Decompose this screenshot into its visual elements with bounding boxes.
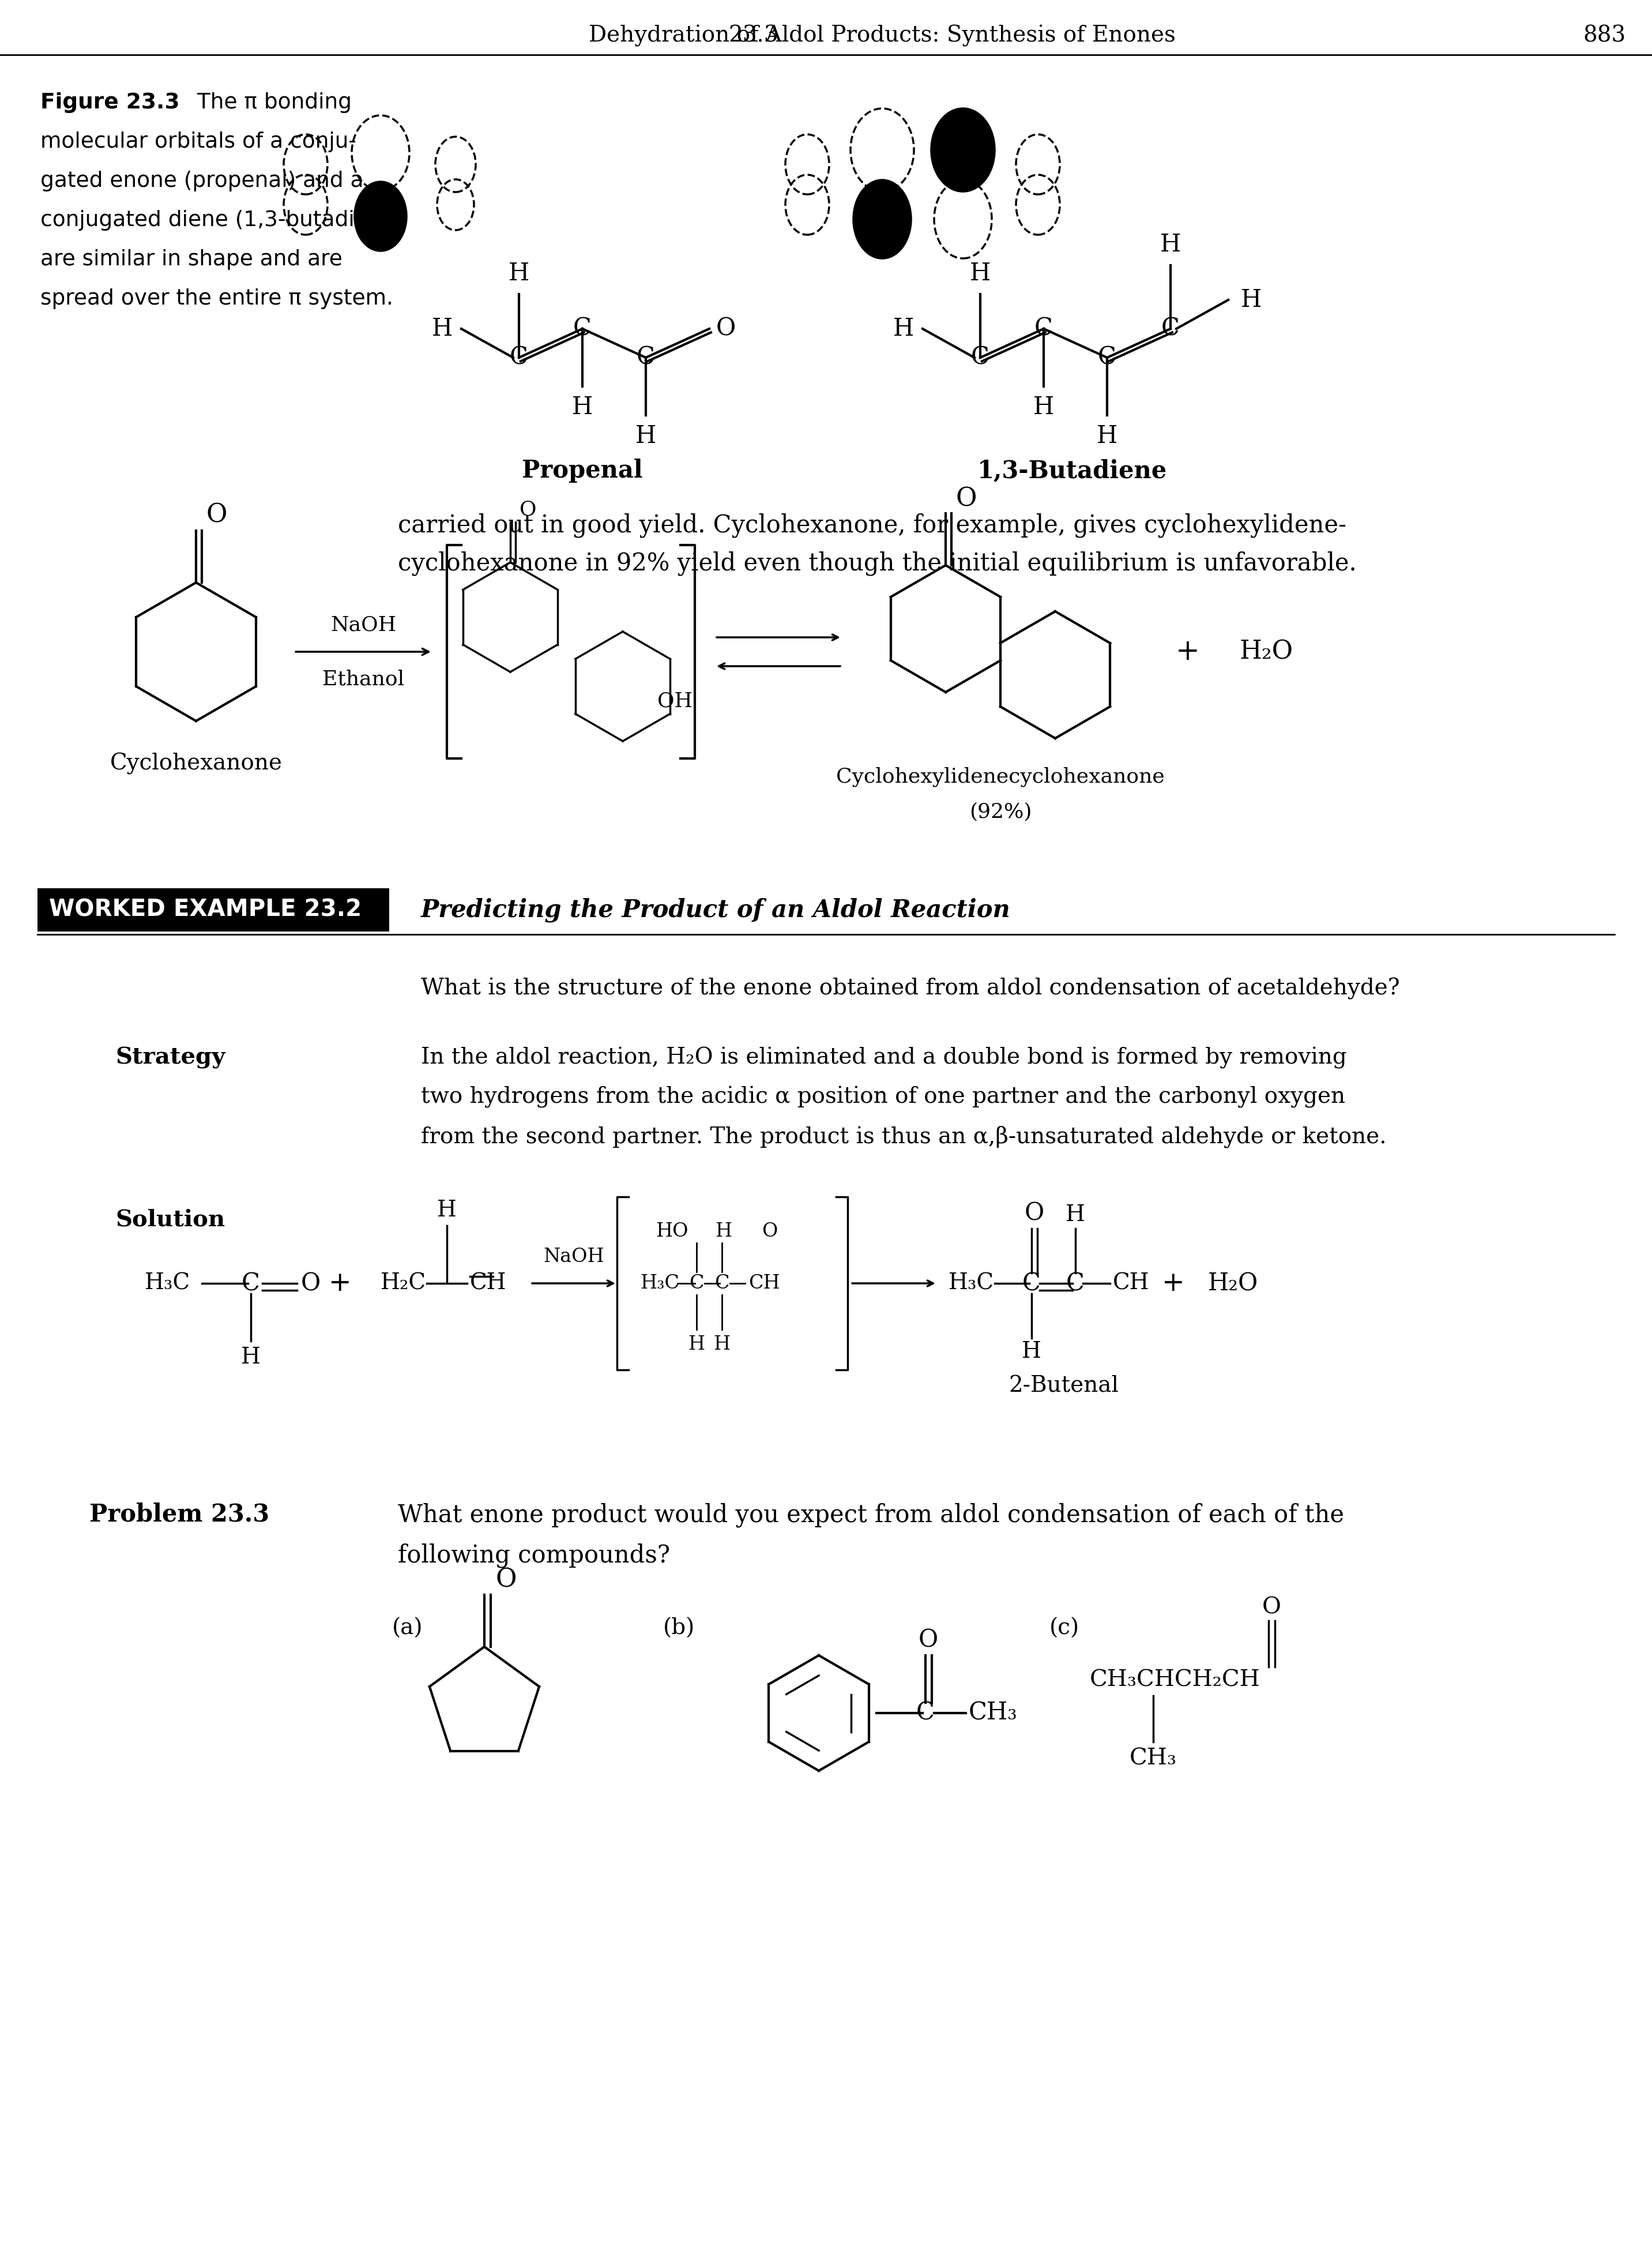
Text: O: O <box>957 485 976 512</box>
Text: (c): (c) <box>1049 1617 1079 1640</box>
Text: C: C <box>689 1273 704 1294</box>
Text: H: H <box>1032 395 1054 420</box>
Text: C: C <box>241 1271 259 1296</box>
Text: C: C <box>715 1273 729 1294</box>
Ellipse shape <box>932 108 995 191</box>
Text: Figure 23.3: Figure 23.3 <box>40 92 180 112</box>
Text: two hydrogens from the acidic α position of one partner and the carbonyl oxygen: two hydrogens from the acidic α position… <box>421 1087 1345 1107</box>
Text: The π bonding: The π bonding <box>190 92 352 112</box>
Text: CH: CH <box>1113 1273 1150 1294</box>
Text: What enone product would you expect from aldol condensation of each of the: What enone product would you expect from… <box>398 1503 1345 1527</box>
Text: gated enone (propenal) and a: gated enone (propenal) and a <box>40 171 363 191</box>
Text: C: C <box>1034 317 1052 341</box>
Text: 23.3: 23.3 <box>729 25 778 47</box>
Text: Predicting the Product of an Aldol Reaction: Predicting the Product of an Aldol React… <box>421 898 1011 923</box>
Text: +: + <box>1161 1271 1184 1296</box>
Text: conjugated diene (1,3-butadiene): conjugated diene (1,3-butadiene) <box>40 209 403 231</box>
Text: C: C <box>1161 317 1180 341</box>
Text: H₂O: H₂O <box>1239 640 1294 665</box>
Text: H: H <box>572 395 593 420</box>
Text: H₂C: H₂C <box>380 1273 426 1294</box>
Text: H: H <box>1160 231 1181 256</box>
Text: +: + <box>329 1271 352 1296</box>
Text: NaOH: NaOH <box>330 615 396 633</box>
Text: CH₃CHCH₂CH: CH₃CHCH₂CH <box>1090 1669 1260 1691</box>
Text: spread over the entire π system.: spread over the entire π system. <box>40 287 393 310</box>
Text: H: H <box>1241 287 1262 312</box>
Text: following compounds?: following compounds? <box>398 1543 671 1568</box>
Ellipse shape <box>355 182 406 252</box>
Text: +: + <box>1176 638 1199 667</box>
Text: Ethanol: Ethanol <box>322 669 405 690</box>
Text: CH₃: CH₃ <box>1130 1747 1176 1770</box>
Text: C: C <box>636 346 654 371</box>
Text: O: O <box>1024 1202 1044 1226</box>
Text: 2-Butenal: 2-Butenal <box>1009 1375 1118 1397</box>
Text: 1,3-Butadiene: 1,3-Butadiene <box>978 458 1168 483</box>
Text: (92%): (92%) <box>970 802 1032 822</box>
Text: H: H <box>431 317 453 341</box>
Text: H: H <box>509 261 529 285</box>
Text: carried out in good yield. Cyclohexanone, for example, gives cyclohexylidene-: carried out in good yield. Cyclohexanone… <box>398 514 1346 537</box>
Text: O: O <box>1262 1597 1280 1617</box>
Text: Cyclohexanone: Cyclohexanone <box>109 752 282 775</box>
Text: from the second partner. The product is thus an α,β-unsaturated aldehyde or keto: from the second partner. The product is … <box>421 1125 1386 1148</box>
Text: Dehydration of Aldol Products: Synthesis of Enones: Dehydration of Aldol Products: Synthesis… <box>588 25 1176 47</box>
Text: H₃C: H₃C <box>639 1273 679 1294</box>
Text: are similar in shape and are: are similar in shape and are <box>40 249 342 270</box>
Text: H: H <box>636 424 656 449</box>
Text: CH₃: CH₃ <box>968 1700 1018 1725</box>
Text: H: H <box>241 1348 261 1368</box>
Text: H: H <box>438 1199 456 1222</box>
Text: Solution: Solution <box>116 1208 225 1231</box>
Text: Problem 23.3: Problem 23.3 <box>89 1503 269 1527</box>
Text: O: O <box>717 317 735 341</box>
Text: O: O <box>519 501 537 519</box>
Text: NaOH: NaOH <box>544 1247 605 1267</box>
Text: Propenal: Propenal <box>522 458 643 483</box>
Text: C: C <box>1023 1271 1041 1296</box>
Text: CH: CH <box>469 1273 507 1294</box>
Text: H₂O: H₂O <box>1208 1271 1259 1296</box>
Text: H: H <box>1097 424 1117 449</box>
Text: H: H <box>715 1222 732 1240</box>
Text: CH: CH <box>748 1273 780 1294</box>
Text: O: O <box>301 1271 320 1296</box>
Text: WORKED EXAMPLE 23.2: WORKED EXAMPLE 23.2 <box>50 898 362 921</box>
Text: H: H <box>970 261 991 285</box>
Text: Strategy: Strategy <box>116 1047 225 1069</box>
Ellipse shape <box>854 180 910 258</box>
Text: In the aldol reaction, H₂O is eliminated and a double bond is formed by removing: In the aldol reaction, H₂O is eliminated… <box>421 1047 1346 1069</box>
Text: H: H <box>1023 1341 1041 1363</box>
Text: HO: HO <box>656 1222 687 1240</box>
Text: Cyclohexylidenecyclohexanone: Cyclohexylidenecyclohexanone <box>836 768 1165 786</box>
Text: (a): (a) <box>392 1617 423 1640</box>
Text: C: C <box>971 346 990 371</box>
Text: molecular orbitals of a conju-: molecular orbitals of a conju- <box>40 133 357 153</box>
Text: (b): (b) <box>662 1617 695 1640</box>
Bar <box>38 887 390 932</box>
Text: C: C <box>573 317 591 341</box>
Text: C: C <box>510 346 529 371</box>
Text: C: C <box>917 1700 935 1725</box>
Text: cyclohexanone in 92% yield even though the initial equilibrium is unfavorable.: cyclohexanone in 92% yield even though t… <box>398 550 1356 575</box>
Text: C: C <box>1066 1271 1085 1296</box>
Text: H: H <box>689 1336 705 1354</box>
Text: H: H <box>894 317 914 341</box>
Text: H: H <box>1066 1204 1085 1226</box>
Text: O: O <box>206 503 228 528</box>
Text: What is the structure of the enone obtained from aldol condensation of acetaldeh: What is the structure of the enone obtai… <box>421 977 1399 999</box>
Text: H: H <box>714 1336 730 1354</box>
Text: O: O <box>496 1568 517 1592</box>
Text: H₃C: H₃C <box>145 1273 190 1294</box>
Text: O: O <box>919 1628 938 1653</box>
Text: O: O <box>762 1222 778 1240</box>
Text: OH: OH <box>657 692 692 710</box>
Text: 883: 883 <box>1583 25 1626 47</box>
Text: C: C <box>1099 346 1117 371</box>
Text: H₃C: H₃C <box>948 1273 995 1294</box>
